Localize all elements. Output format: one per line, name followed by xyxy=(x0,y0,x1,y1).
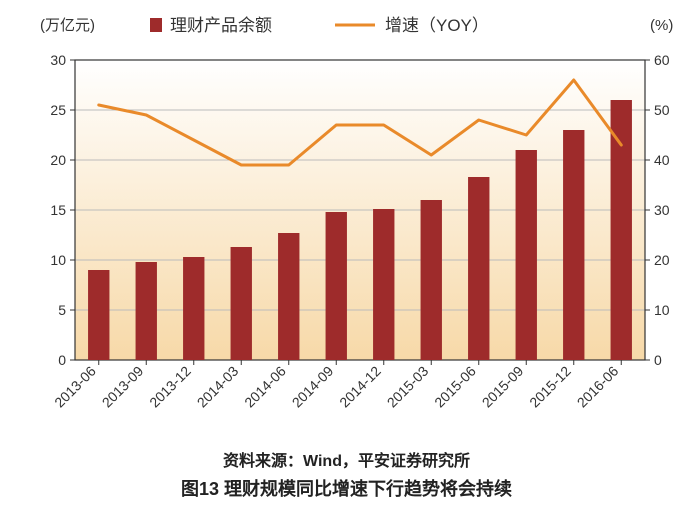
caption-text: 图13 理财规模同比增速下行趋势将会持续 xyxy=(0,475,693,501)
bar-wealth-mgmt-balance xyxy=(563,130,584,360)
bar-wealth-mgmt-balance xyxy=(326,212,347,360)
x-tick-label: 2014-09 xyxy=(289,363,337,411)
legend: 理财产品余额 增速（YOY） xyxy=(150,16,489,35)
y-left-tick: 20 xyxy=(50,152,66,168)
bar-wealth-mgmt-balance xyxy=(88,270,109,360)
legend-line-label: 增速（YOY） xyxy=(385,16,489,35)
y-left-tick: 10 xyxy=(50,252,66,268)
x-tick-label: 2013-06 xyxy=(51,363,99,411)
y-right-tick: 50 xyxy=(654,102,670,118)
bar-wealth-mgmt-balance xyxy=(278,233,299,360)
y-right-tick: 20 xyxy=(654,252,670,268)
x-tick-label: 2015-06 xyxy=(431,363,479,411)
bar-wealth-mgmt-balance xyxy=(468,177,489,360)
source-text: 资料来源：Wind，平安证券研究所 xyxy=(0,447,693,471)
x-tick-label: 2013-09 xyxy=(99,363,147,411)
bar-wealth-mgmt-balance xyxy=(136,262,157,360)
y-left-tick: 30 xyxy=(50,52,66,68)
y-left-tick: 0 xyxy=(58,352,66,368)
y-left-label: (万亿元) xyxy=(40,17,95,34)
combo-chart: 05101520253001020304050602013-062013-092… xyxy=(0,0,693,445)
y-right-tick: 60 xyxy=(654,52,670,68)
legend-bar-marker xyxy=(150,18,162,32)
y-left-tick: 15 xyxy=(50,202,66,218)
bar-wealth-mgmt-balance xyxy=(421,200,442,360)
y-right-tick: 40 xyxy=(654,152,670,168)
x-tick-label: 2014-03 xyxy=(194,363,242,411)
bar-wealth-mgmt-balance xyxy=(183,257,204,360)
y-left-tick: 5 xyxy=(58,302,66,318)
x-tick-label: 2016-06 xyxy=(574,363,622,411)
y-left-tick: 25 xyxy=(50,102,66,118)
x-tick-label: 2015-03 xyxy=(384,363,432,411)
y-right-tick: 0 xyxy=(654,352,662,368)
chart-container: 05101520253001020304050602013-062013-092… xyxy=(0,0,693,505)
y-right-label: (%) xyxy=(650,17,673,34)
x-tick-label: 2015-12 xyxy=(526,363,574,411)
bar-wealth-mgmt-balance xyxy=(231,247,252,360)
bar-wealth-mgmt-balance xyxy=(611,100,632,360)
legend-bar-label: 理财产品余额 xyxy=(170,16,272,35)
x-tick-label: 2015-09 xyxy=(479,363,527,411)
x-tick-label: 2013-12 xyxy=(146,363,194,411)
y-right-tick: 10 xyxy=(654,302,670,318)
x-tick-label: 2014-12 xyxy=(336,363,384,411)
bar-wealth-mgmt-balance xyxy=(516,150,537,360)
bar-wealth-mgmt-balance xyxy=(373,209,394,360)
y-right-tick: 30 xyxy=(654,202,670,218)
x-tick-label: 2014-06 xyxy=(241,363,289,411)
